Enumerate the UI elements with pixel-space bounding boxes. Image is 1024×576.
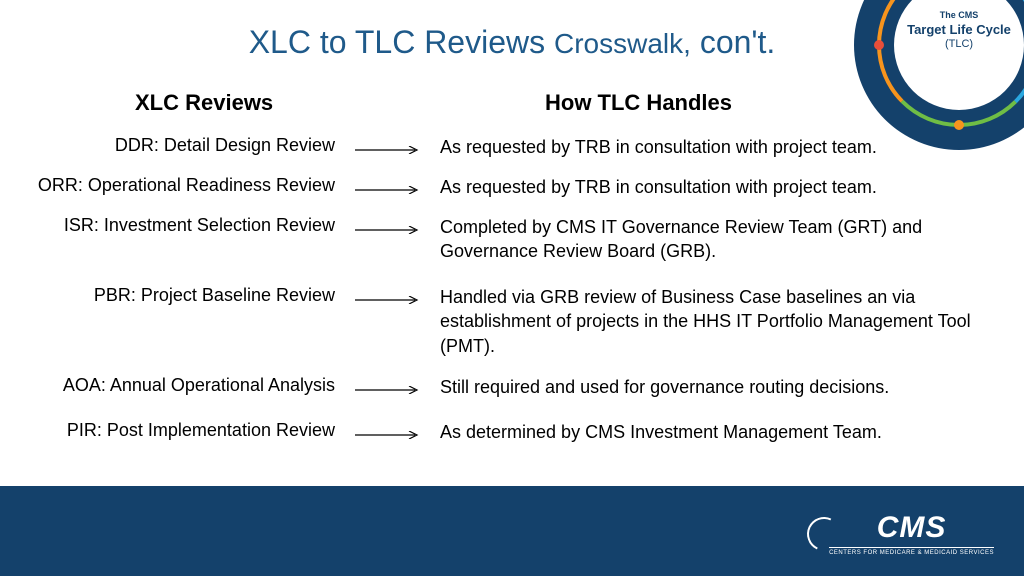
xlc-label: ISR: Investment Selection Review bbox=[35, 215, 335, 236]
xlc-label: ORR: Operational Readiness Review bbox=[35, 175, 335, 196]
tlc-text: As determined by CMS Investment Manageme… bbox=[440, 420, 980, 444]
tlc-text: Completed by CMS IT Governance Review Te… bbox=[440, 215, 980, 264]
tlc-text: Handled via GRB review of Business Case … bbox=[440, 285, 980, 358]
footer-bar: CMS CENTERS FOR MEDICARE & MEDICAID SERV… bbox=[0, 486, 1024, 576]
cms-logo-text: CMS bbox=[829, 511, 994, 545]
badge-dot-icon bbox=[954, 120, 964, 130]
xlc-label: DDR: Detail Design Review bbox=[35, 135, 335, 156]
title-sub1: Crosswalk, bbox=[554, 28, 691, 59]
cms-logo: CMS CENTERS FOR MEDICARE & MEDICAID SERV… bbox=[829, 511, 994, 556]
xlc-label: PBR: Project Baseline Review bbox=[35, 285, 335, 306]
arrow-icon bbox=[355, 226, 425, 234]
cms-logo-subtext: CENTERS FOR MEDICARE & MEDICAID SERVICES bbox=[829, 547, 994, 556]
xlc-label: AOA: Annual Operational Analysis bbox=[35, 375, 335, 396]
tlc-badge: The CMS Target Life Cycle (TLC) bbox=[854, 0, 1024, 150]
tlc-text: As requested by TRB in consultation with… bbox=[440, 175, 980, 199]
title-main: XLC to TLC Reviews bbox=[249, 24, 545, 60]
badge-line3: (TLC) bbox=[894, 38, 1024, 50]
title-sub2: con't. bbox=[700, 24, 775, 60]
arrow-icon bbox=[355, 146, 425, 154]
column-header-tlc: How TLC Handles bbox=[545, 90, 732, 116]
column-header-xlc: XLC Reviews bbox=[135, 90, 273, 116]
arrow-icon bbox=[355, 296, 425, 304]
xlc-label: PIR: Post Implementation Review bbox=[35, 420, 335, 441]
arrow-icon bbox=[355, 386, 425, 394]
tlc-text: As requested by TRB in consultation with… bbox=[440, 135, 980, 159]
arrow-icon bbox=[355, 186, 425, 194]
arrow-icon bbox=[355, 431, 425, 439]
badge-dot-icon bbox=[874, 40, 884, 50]
badge-line2: Target Life Cycle bbox=[894, 22, 1024, 37]
badge-line1: The CMS bbox=[894, 10, 1024, 20]
tlc-text: Still required and used for governance r… bbox=[440, 375, 980, 399]
